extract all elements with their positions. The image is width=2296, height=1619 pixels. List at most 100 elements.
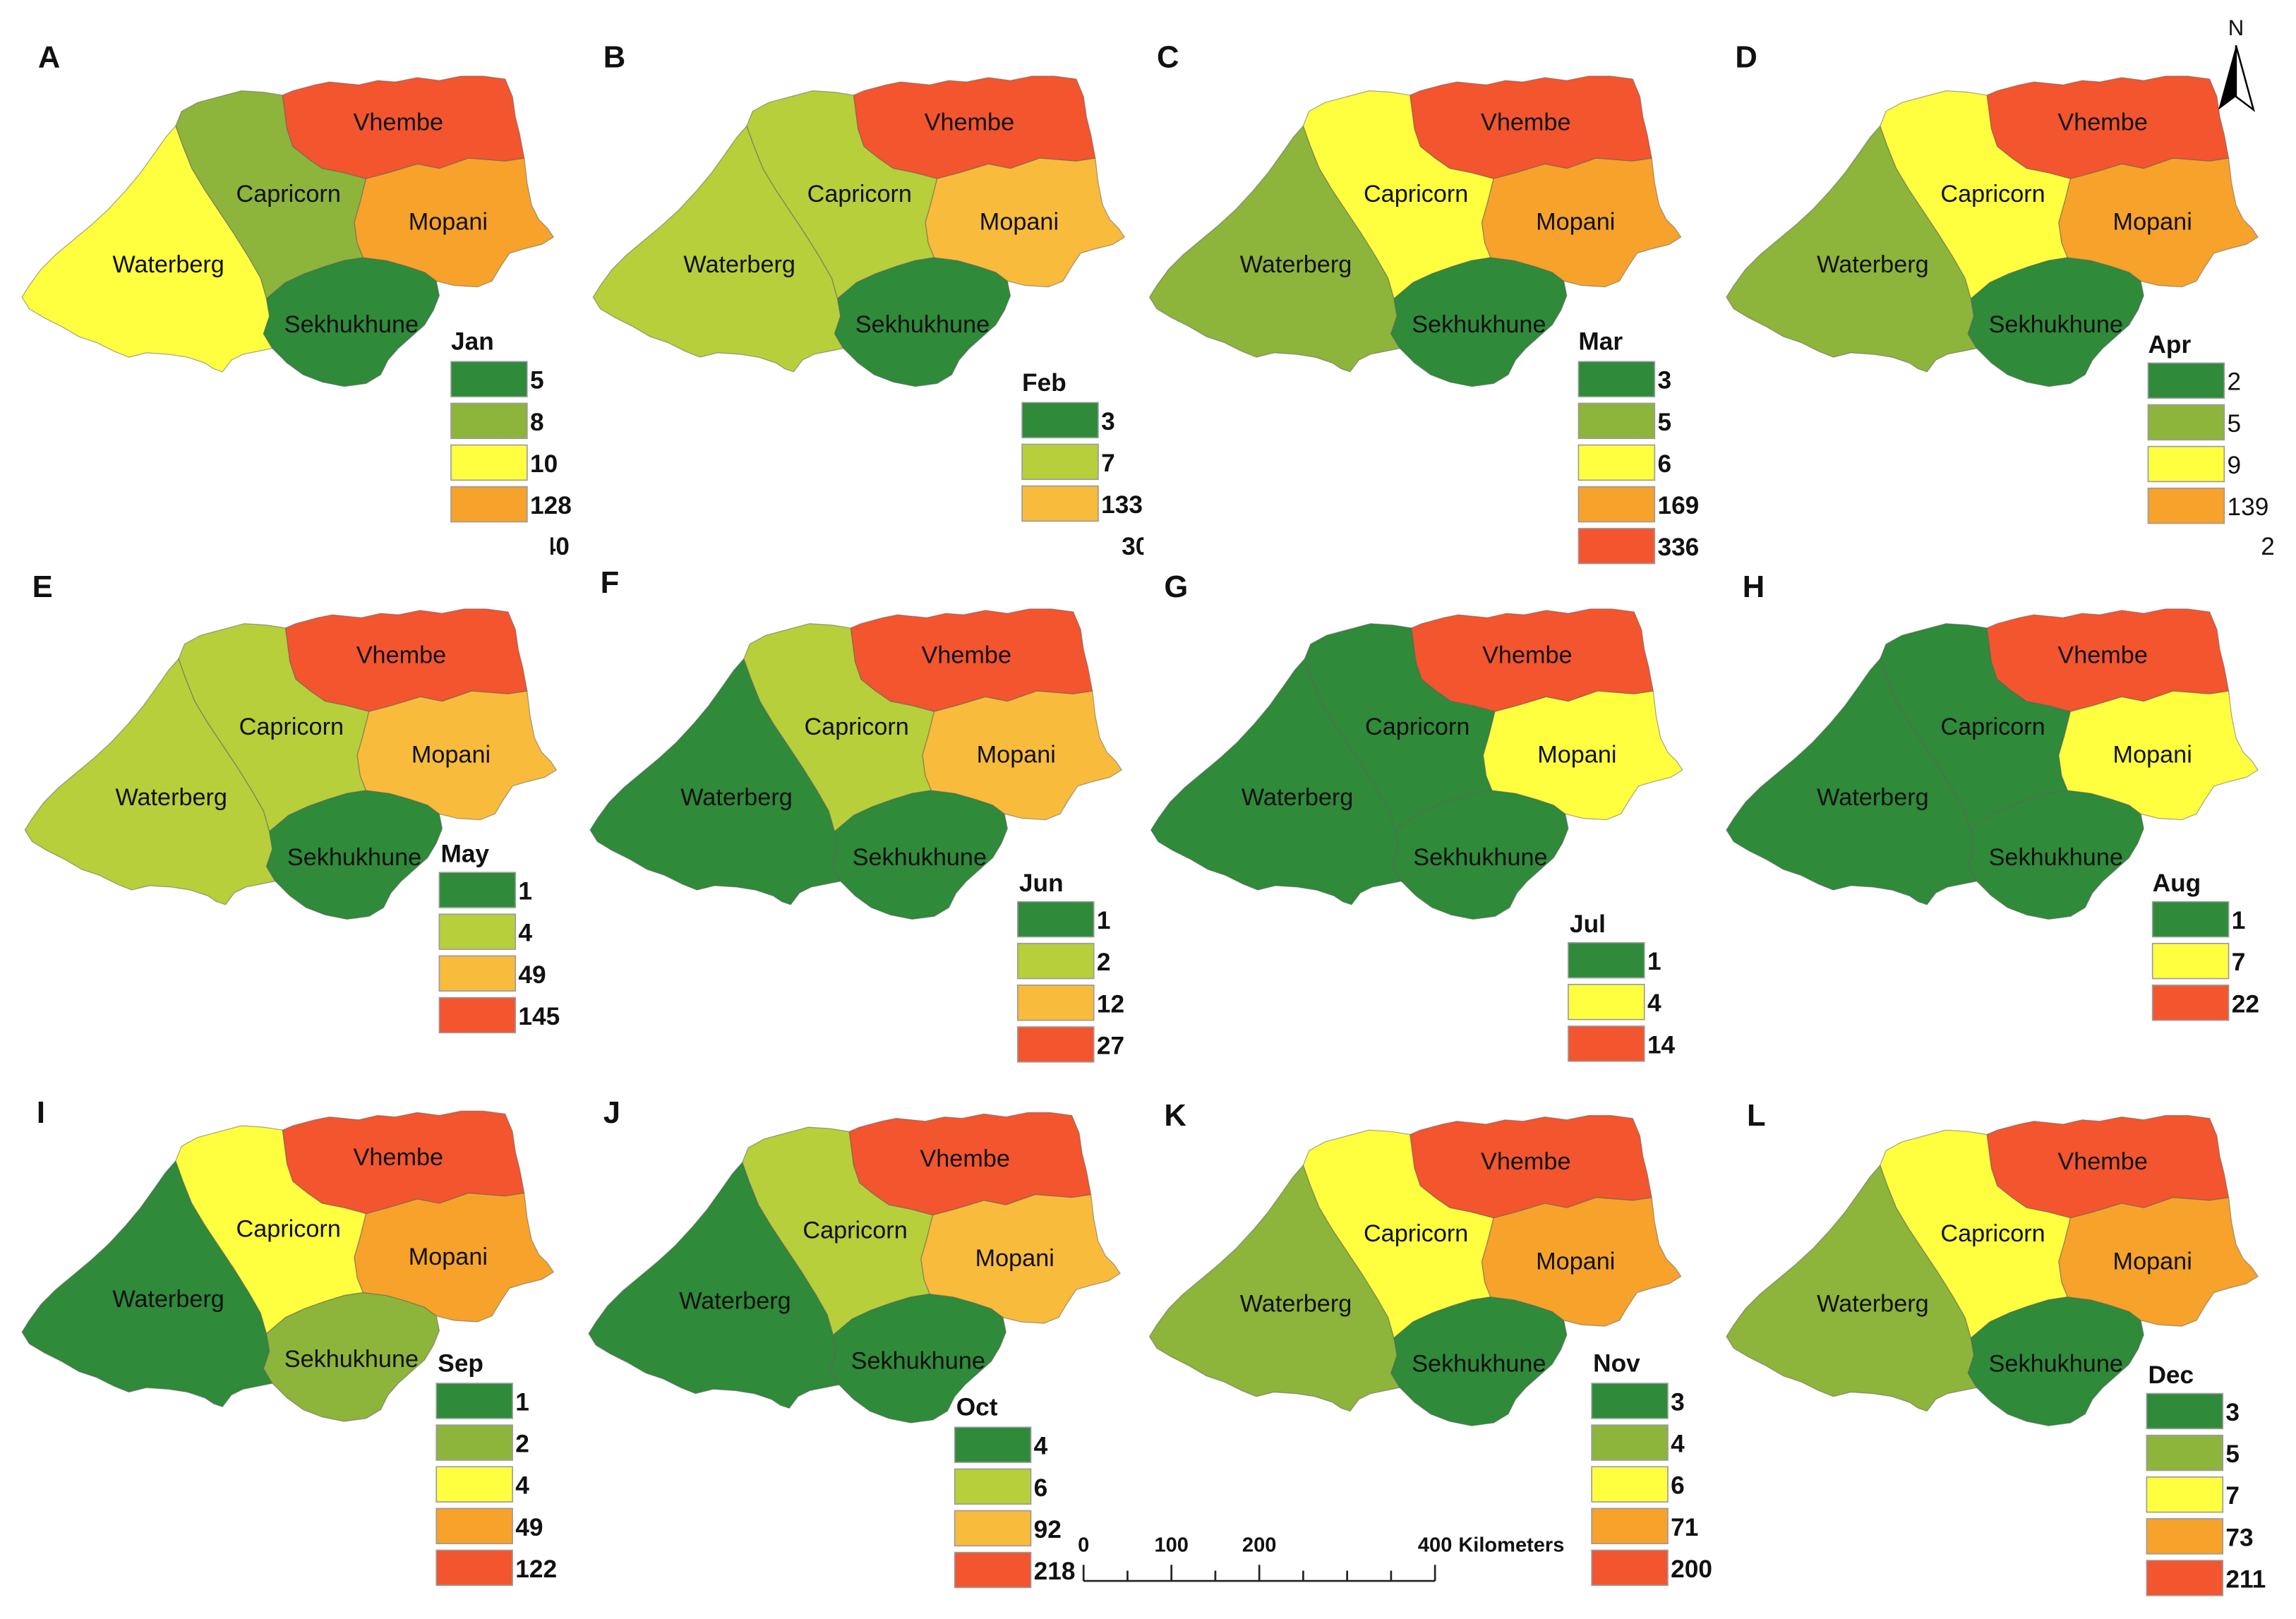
district-label-waterberg: Waterberg xyxy=(112,1286,224,1313)
legend: Nov 3 4 6 71 200 xyxy=(1591,1349,1712,1587)
legend-swatch xyxy=(1568,941,1645,979)
north-arrow-right-half xyxy=(2235,44,2255,112)
legend-swatch xyxy=(2151,942,2230,980)
legend-value: 5 xyxy=(1657,409,1671,436)
district-label-vhembe: Vhembe xyxy=(2057,109,2147,136)
legend-month-label: Aug xyxy=(2153,869,2201,897)
legend-month-label: Jul xyxy=(1570,910,1606,938)
district-label-waterberg: Waterberg xyxy=(680,784,793,811)
district-sekhukhune xyxy=(1390,257,1568,387)
district-label-waterberg: Waterberg xyxy=(1240,1290,1352,1317)
panel-letter: F xyxy=(601,566,620,600)
district-map: Vhembe Capricorn Mopani Waterberg Sekhukhune xyxy=(21,1110,554,1422)
district-map: Vhembe Capricorn Mopani Waterberg Sekhukhune xyxy=(1148,1114,1682,1426)
district-vhembe xyxy=(1410,1114,1652,1219)
legend-swatch xyxy=(435,1383,513,1419)
legend-swatch xyxy=(2151,985,2230,1021)
legend-month-label: Oct xyxy=(956,1394,998,1421)
map-panel-d: D Vhembe Capricorn Mopani Waterberg Sekhukhun… xyxy=(1726,40,2275,560)
district-map: Vhembe Capricorn Mopani Waterberg Sekhukhune xyxy=(21,76,554,387)
scale-unit-label: Kilometers xyxy=(1458,1534,1564,1557)
district-map: Vhembe Capricorn Mopani Waterberg Sekhukhune xyxy=(1726,608,2259,920)
district-map: Vhembe Capricorn Mopani Waterberg Sekhukhune xyxy=(1150,608,1683,920)
legend-swatch xyxy=(435,1466,513,1503)
map-panel-h: H Vhembe Capricorn Mopani Waterberg Sekhukhun… xyxy=(1726,570,2259,1021)
district-label-waterberg: Waterberg xyxy=(1240,251,1352,278)
district-vhembe xyxy=(1411,608,1654,712)
legend-swatch xyxy=(1021,402,1099,438)
district-label-waterberg: Waterberg xyxy=(112,251,224,278)
district-vhembe xyxy=(282,76,525,179)
district-vhembe xyxy=(850,608,1093,712)
district-label-vhembe: Vhembe xyxy=(920,1145,1009,1172)
legend-swatch xyxy=(438,997,517,1034)
map-panel-a: A Vhembe Capricorn Mopani Waterberg Sekhukhun… xyxy=(21,40,572,560)
district-label-sekhukhune: Sekhukhune xyxy=(855,311,990,338)
legend-value: 145 xyxy=(518,1003,560,1030)
district-label-mopani: Mopani xyxy=(1536,1248,1615,1275)
district-label-capricorn: Capricorn xyxy=(1364,1220,1468,1247)
district-label-capricorn: Capricorn xyxy=(1940,714,2045,740)
map-panel-j: J Vhembe Capricorn Mopani Waterberg Sekhukhun… xyxy=(588,1096,1121,1589)
district-label-capricorn: Capricorn xyxy=(807,181,912,207)
legend-value: 336 xyxy=(1657,534,1699,561)
district-label-vhembe: Vhembe xyxy=(354,109,443,136)
legend-swatch xyxy=(450,486,528,523)
legend-value: 4 xyxy=(1034,1433,1048,1460)
legend: Mar 3 5 6 169 336 xyxy=(1577,328,1699,565)
panel-letter: B xyxy=(603,40,625,74)
district-label-mopani: Mopani xyxy=(409,209,488,236)
map-panels: A Vhembe Capricorn Mopani Waterberg Sekhukhun… xyxy=(21,40,2275,1596)
legend-month-label: May xyxy=(440,841,489,868)
legend-month-label: Jun xyxy=(1019,869,1064,897)
district-vhembe xyxy=(1986,608,2230,712)
legend-value: 10 xyxy=(530,450,558,478)
district-label-capricorn: Capricorn xyxy=(236,1216,341,1243)
panel-letter: C xyxy=(1157,40,1179,74)
district-sekhukhune xyxy=(265,790,443,920)
district-map: Vhembe Capricorn Mopani Waterberg Sekhukhune xyxy=(589,608,1122,920)
legend-value: 2 xyxy=(2227,368,2241,396)
legend: Oct 4 6 92 218 xyxy=(954,1394,1076,1589)
district-vhembe xyxy=(282,1110,525,1215)
district-label-waterberg: Waterberg xyxy=(115,784,227,811)
panel-letter: K xyxy=(1164,1099,1186,1133)
district-label-mopani: Mopani xyxy=(1536,209,1615,236)
legend-swatch xyxy=(1577,527,1656,565)
legend-value: 49 xyxy=(518,961,546,989)
district-label-sekhukhune: Sekhukhune xyxy=(1413,844,1547,871)
district-map: Vhembe Capricorn Mopani Waterberg Sekhukhune xyxy=(24,608,557,920)
district-label-capricorn: Capricorn xyxy=(803,1217,907,1244)
legend-value: 27 xyxy=(1097,1032,1124,1059)
district-map: Vhembe Capricorn Mopani Waterberg Sekhukhune xyxy=(1726,1114,2259,1426)
district-label-vhembe: Vhembe xyxy=(1481,109,1570,136)
legend-swatch xyxy=(1568,1025,1645,1062)
legend-swatch xyxy=(435,1549,513,1587)
legend-value: 9 xyxy=(2227,452,2241,479)
district-vhembe xyxy=(284,608,528,712)
panel-letter: E xyxy=(32,570,53,604)
district-sekhukhune xyxy=(829,1293,1006,1424)
legend-month-label: Mar xyxy=(1578,328,1623,356)
district-label-sekhukhune: Sekhukhune xyxy=(1412,311,1546,338)
scale-tick-label: 200 xyxy=(1242,1534,1276,1557)
legend-value: 169 xyxy=(1657,492,1699,519)
legend-value: 1 xyxy=(518,878,532,905)
district-label-vhembe: Vhembe xyxy=(1482,642,1572,669)
legend: Apr 2 5 9 139 2 xyxy=(2147,331,2275,560)
legend-value: 22 xyxy=(2232,990,2259,1018)
legend-value: 7 xyxy=(2225,1482,2240,1510)
legend-swatch xyxy=(2147,362,2225,399)
district-label-vhembe: Vhembe xyxy=(2057,642,2147,669)
district-sekhukhune xyxy=(1967,1296,2144,1426)
legend-value-partial: 2 xyxy=(2261,533,2275,560)
legend-value: 14 xyxy=(1647,1031,1676,1059)
legend-swatch xyxy=(954,1551,1032,1589)
district-map: Vhembe Capricorn Mopani Waterberg Sekhukhune xyxy=(592,76,1125,387)
legend-value: 128 xyxy=(530,492,572,519)
legend-value: 6 xyxy=(1671,1472,1685,1500)
north-arrow: N xyxy=(2218,16,2255,112)
legend-value: 7 xyxy=(1101,450,1115,477)
legend-swatch xyxy=(2146,1560,2224,1596)
